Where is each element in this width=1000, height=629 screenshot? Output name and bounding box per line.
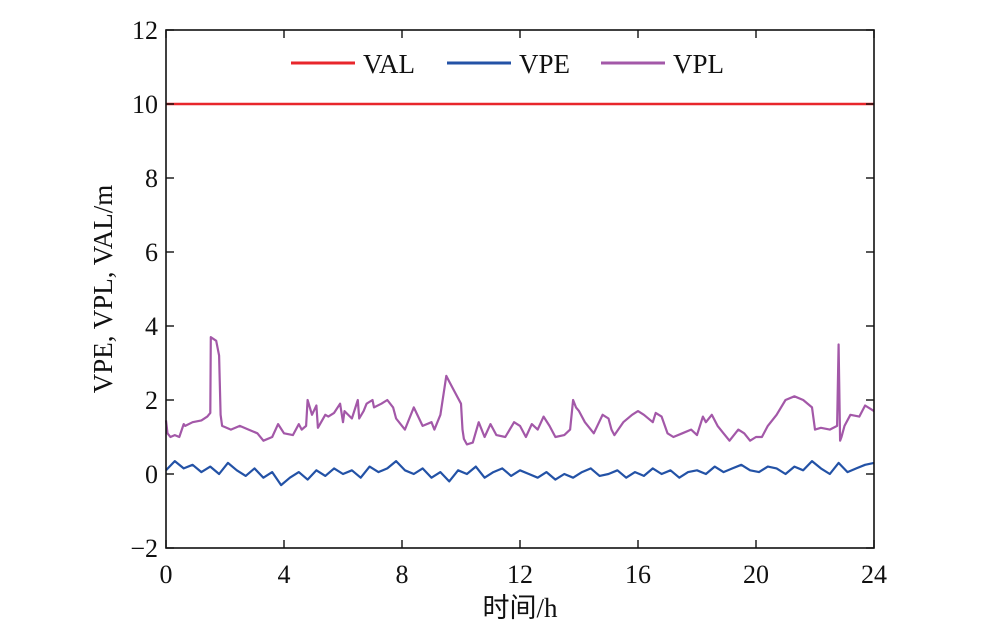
chart-marks	[164, 102, 875, 487]
y-tick-label: −2	[130, 534, 158, 563]
y-tick-label: 4	[145, 312, 158, 341]
x-tick-label: 24	[861, 560, 887, 589]
x-tick-label: 4	[278, 560, 291, 589]
y-tick-label: 0	[145, 460, 158, 489]
x-tick-label: 16	[625, 560, 651, 589]
x-tick-label: 20	[743, 560, 769, 589]
y-tick-label: 12	[132, 16, 158, 45]
legend: VAL VPE VPL	[278, 42, 758, 84]
x-axis-label: 时间/h	[482, 593, 558, 623]
legend-label-vpl: VPL	[673, 49, 724, 79]
y-tick-label: 10	[132, 90, 158, 119]
y-tick-label: 8	[145, 164, 158, 193]
series-line-vpl	[164, 336, 875, 446]
x-tick-label: 8	[396, 560, 409, 589]
series-line-vpe	[165, 460, 875, 487]
legend-background	[278, 42, 758, 84]
y-axis-label: VPE, VPL, VAL/m	[88, 185, 118, 394]
y-tick-label: 6	[145, 238, 158, 267]
legend-label-vpe: VPE	[519, 49, 570, 79]
x-tick-label: 12	[507, 560, 533, 589]
y-tick-label: 2	[145, 386, 158, 415]
x-tick-label: 0	[160, 560, 173, 589]
legend-label-val: VAL	[363, 49, 415, 79]
